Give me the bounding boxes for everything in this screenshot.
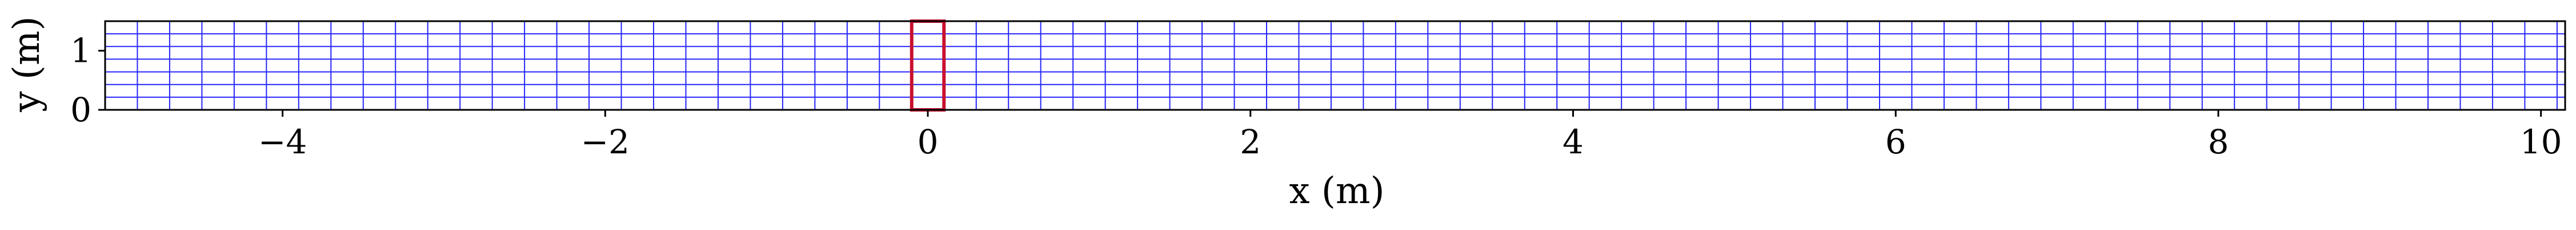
x-tick-label: 0 [918,122,939,161]
x-tick-label: 6 [1885,122,1906,161]
x-tick-label: −2 [581,122,630,161]
x-tick-label: 4 [1563,122,1584,161]
x-tick-label: 8 [2208,122,2229,161]
x-tick-label: −4 [258,122,307,161]
y-ticks: 01 [70,31,105,129]
y-axis-label: y (m) [6,16,48,112]
axes-layer [104,20,2566,111]
x-ticks: −4 −2 0 2 4 6 8 10 [258,110,2562,161]
x-tick-label: 10 [2520,122,2562,161]
x-axis-label: x (m) [1289,170,1384,212]
plot-frame [104,20,2566,111]
y-tick-label: 0 [70,90,91,129]
y-tick-label: 1 [70,31,91,70]
mesh-grid [105,21,2566,110]
highlight-layer [910,19,946,112]
x-tick-label: 2 [1240,122,1261,161]
highlighted-cell [910,19,946,112]
